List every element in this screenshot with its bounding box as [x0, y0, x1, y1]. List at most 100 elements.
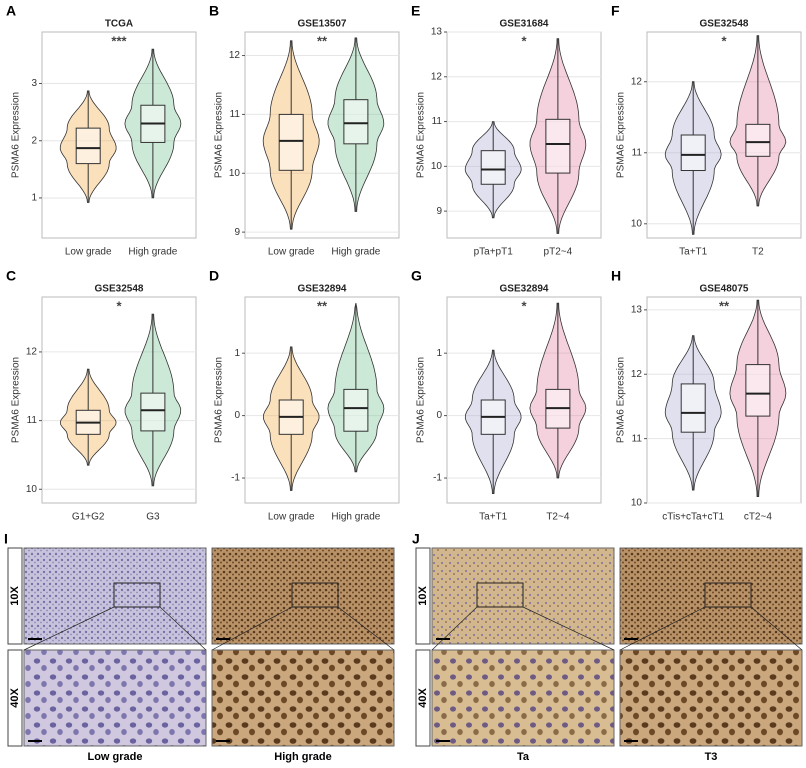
x-tick-label: High grade	[331, 512, 380, 523]
zoom-box	[113, 582, 161, 608]
zoom-box	[291, 582, 339, 608]
panel-title: GSE13507	[298, 19, 347, 30]
zoom-line	[431, 606, 478, 651]
panel-title: GSE32548	[95, 284, 144, 295]
y-tick-label: 10	[26, 484, 38, 495]
panel-letter: F	[611, 3, 620, 19]
plot-area	[244, 31, 400, 239]
x-tick-label: Low grade	[65, 247, 112, 258]
box	[680, 383, 706, 433]
y-tick-label: 1	[234, 348, 240, 359]
micrograph	[431, 649, 615, 747]
y-axis-label: PSMA6 Expression	[11, 92, 22, 178]
micrograph	[211, 649, 395, 747]
x-tick-label: Ta+T1	[679, 247, 708, 258]
y-tick-label: 1	[31, 193, 37, 204]
y-axis-label: PSMA6 Expression	[616, 357, 627, 443]
row-label-box	[415, 547, 431, 645]
y-tick-label: 11	[230, 109, 241, 120]
zoom-line	[522, 606, 615, 651]
y-tick-label: 11	[27, 415, 38, 426]
box	[480, 150, 506, 185]
panel-title: GSE32894	[500, 284, 549, 295]
zoom-box	[476, 582, 524, 608]
micrograph	[619, 547, 803, 645]
plot-area	[446, 31, 602, 239]
y-tick-label: 11	[632, 433, 643, 444]
significance: *	[116, 298, 122, 313]
significance: *	[521, 33, 527, 48]
micrograph	[211, 547, 395, 645]
y-tick-label: 10	[631, 498, 643, 509]
plot-area	[244, 296, 400, 504]
x-tick-label: pTa+pT1	[474, 247, 514, 258]
plot-area	[41, 31, 197, 239]
y-tick-label: -1	[231, 473, 240, 484]
plot-area	[646, 296, 802, 504]
x-tick-label: T2	[752, 247, 764, 258]
x-tick-label: cTis+cTa+cT1	[662, 512, 724, 523]
y-tick-label: 13	[631, 305, 643, 316]
y-tick-label: 12	[631, 76, 643, 87]
column-label: T3	[705, 751, 718, 763]
y-tick-label: 0	[436, 410, 442, 421]
y-axis-label: PSMA6 Expression	[214, 357, 225, 443]
row-label: 10X	[417, 586, 429, 606]
x-tick-label: High grade	[331, 247, 380, 258]
micrograph	[619, 649, 803, 747]
y-axis-label: PSMA6 Expression	[616, 92, 627, 178]
y-tick-label: 10	[229, 168, 241, 179]
y-tick-label: 2	[31, 135, 37, 146]
panel-letter: G	[411, 268, 422, 284]
panel-title: TCGA	[105, 19, 133, 30]
x-tick-label: Low grade	[268, 512, 315, 523]
significance: *	[521, 298, 527, 313]
box	[680, 134, 706, 172]
significance: **	[317, 33, 328, 48]
panel-title: GSE32548	[700, 19, 749, 30]
zoom-line	[619, 606, 706, 651]
panel-letter: A	[6, 3, 16, 19]
row-label: 40X	[417, 688, 429, 708]
panel-letter: B	[209, 3, 219, 19]
box	[745, 123, 771, 157]
plot-area	[646, 31, 802, 239]
box	[343, 99, 369, 145]
y-tick-label: 12	[26, 347, 38, 358]
y-axis-label: PSMA6 Expression	[214, 92, 225, 178]
y-tick-label: 3	[31, 78, 37, 89]
y-tick-label: 10	[431, 161, 443, 172]
y-tick-label: 12	[431, 71, 443, 82]
row-label-box	[415, 649, 431, 747]
row-label: 40X	[9, 688, 21, 708]
significance: **	[719, 298, 730, 313]
y-tick-label: 12	[229, 50, 241, 61]
row-label: 10X	[9, 586, 21, 606]
zoom-box	[704, 582, 752, 608]
panel-title: GSE31684	[500, 19, 549, 30]
zoom-line	[211, 606, 293, 651]
y-axis-label: PSMA6 Expression	[416, 357, 427, 443]
y-tick-label: -1	[433, 473, 442, 484]
x-tick-label: T2~4	[546, 512, 570, 523]
y-tick-label: 1	[436, 348, 442, 359]
box	[75, 127, 101, 165]
box	[343, 388, 369, 432]
plot-area	[446, 296, 602, 504]
x-tick-label: G3	[146, 512, 160, 523]
y-tick-label: 11	[432, 116, 443, 127]
zoom-line	[159, 606, 207, 651]
x-tick-label: pT2~4	[544, 247, 573, 258]
y-tick-label: 10	[631, 218, 643, 229]
panel-title: GSE48075	[700, 284, 749, 295]
significance: ***	[111, 33, 127, 48]
panel-title: GSE32894	[298, 284, 347, 295]
plot-area	[41, 296, 197, 504]
column-label: High grade	[274, 751, 331, 763]
y-tick-label: 9	[436, 206, 442, 217]
x-tick-label: Ta+T1	[479, 512, 508, 523]
panel-letter: E	[411, 3, 420, 19]
y-tick-label: 0	[234, 410, 240, 421]
box	[545, 118, 571, 174]
